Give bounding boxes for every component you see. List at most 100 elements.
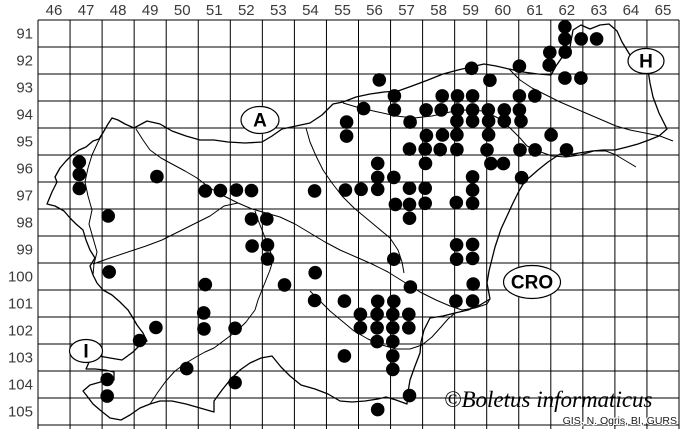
occurrence-dot — [244, 212, 259, 226]
grid-lines — [37, 19, 680, 429]
column-label: 63 — [591, 2, 608, 19]
occurrence-dot — [370, 402, 385, 417]
river-line — [84, 130, 105, 276]
occurrence-dot — [574, 32, 588, 46]
country-label: CRO — [511, 273, 553, 294]
occurrence-dot — [337, 349, 352, 363]
column-label: 51 — [206, 2, 223, 19]
occurrence-dot — [435, 89, 450, 103]
column-label: 52 — [238, 2, 255, 19]
occurrence-dot — [450, 114, 464, 128]
occurrence-dot — [196, 306, 211, 320]
column-label: 54 — [302, 2, 319, 19]
occurrence-dot — [449, 252, 464, 266]
row-label: 95 — [16, 134, 33, 151]
occurrence-dot — [228, 321, 242, 336]
occurrence-dot — [418, 196, 433, 211]
occurrence-dot — [418, 181, 433, 195]
axis-labels: 46 47 48 49 50 51 52 53 54 55 56 57 58 59 60 61 62 63 64 65… — [8, 2, 671, 421]
neighbor-country-labels: A H CRO I — [68, 47, 665, 364]
occurrence-dot — [514, 170, 529, 185]
occurrence-dot — [450, 103, 465, 117]
occurrence-dot — [370, 156, 385, 171]
occurrence-dot — [132, 333, 147, 348]
occurrence-dot — [356, 101, 371, 116]
row-label: 101 — [8, 296, 33, 313]
copyright-text: ©Boletus informaticus — [444, 387, 653, 412]
occurrence-dot — [528, 143, 542, 157]
occurrence-dot — [372, 73, 387, 87]
row-label: 104 — [8, 377, 33, 394]
occurrence-dot — [403, 280, 418, 294]
country-label: I — [83, 342, 88, 363]
occurrence-dot — [481, 128, 496, 142]
slovenia-border — [46, 23, 668, 421]
occurrence-dot — [542, 58, 556, 72]
country-label: A — [253, 111, 267, 132]
column-label: 61 — [526, 2, 543, 19]
column-label: 46 — [46, 2, 63, 19]
river-line — [135, 128, 491, 311]
occurrence-dot — [338, 183, 353, 197]
occurrence-dot — [386, 321, 400, 335]
occurrence-dot — [386, 349, 400, 363]
occurrence-dot — [100, 389, 114, 403]
occurrence-dot — [574, 71, 588, 85]
occurrence-dot — [465, 114, 480, 128]
occurrence-dot — [102, 265, 116, 279]
occurrence-dot — [528, 89, 542, 103]
occurrence-dot — [497, 114, 512, 128]
occurrence-dot — [370, 334, 384, 349]
occurrence-dot — [353, 321, 368, 335]
occurrence-dot — [179, 361, 194, 376]
occurrence-dot — [589, 32, 604, 46]
occurrence-dot — [449, 195, 464, 210]
column-label: 59 — [462, 2, 479, 19]
occurrence-dot — [260, 238, 275, 252]
occurrence-dot — [370, 307, 384, 322]
river-line — [92, 202, 239, 265]
occurrence-dot — [484, 156, 498, 171]
row-label: 97 — [16, 188, 33, 205]
occurrence-dot — [307, 293, 322, 308]
occurrence-dot — [512, 59, 527, 73]
occurrence-dot — [466, 277, 481, 291]
column-label: 62 — [558, 2, 575, 19]
occurrence-dot — [339, 115, 354, 129]
occurrence-dot — [229, 183, 244, 197]
occurrence-dots — [72, 20, 604, 417]
occurrence-dot — [419, 128, 434, 143]
river-line — [342, 102, 637, 168]
occurrence-dot — [354, 182, 368, 197]
occurrence-dot — [449, 294, 463, 308]
row-label: 96 — [16, 161, 33, 178]
occurrence-dot — [465, 183, 480, 197]
row-label: 99 — [16, 242, 33, 259]
occurrence-dot — [480, 143, 494, 157]
occurrence-dot — [481, 103, 496, 117]
column-label: 58 — [430, 2, 447, 19]
occurrence-dot — [72, 181, 87, 196]
occurrence-dot — [388, 197, 403, 212]
occurrence-dot — [308, 265, 323, 280]
occurrence-dot — [260, 212, 274, 226]
occurrence-dot — [402, 197, 417, 212]
occurrence-dot — [337, 294, 352, 308]
occurrence-dot — [544, 128, 558, 142]
attribution-text: GIS, N. Ogris, BI, GURS — [563, 415, 677, 427]
column-label: 48 — [110, 2, 127, 19]
occurrence-dot — [497, 103, 512, 117]
row-label: 102 — [8, 323, 33, 340]
occurrence-dot — [402, 321, 416, 335]
occurrence-dot — [512, 103, 527, 117]
occurrence-dot — [72, 167, 87, 182]
occurrence-dot — [370, 182, 385, 197]
occurrence-dot — [558, 20, 572, 34]
occurrence-dot — [402, 181, 417, 195]
river-line — [305, 127, 405, 274]
occurrence-dot — [387, 294, 401, 309]
occurrence-dot — [101, 209, 115, 223]
country-ellipse — [627, 47, 665, 75]
column-label: 50 — [174, 2, 191, 19]
